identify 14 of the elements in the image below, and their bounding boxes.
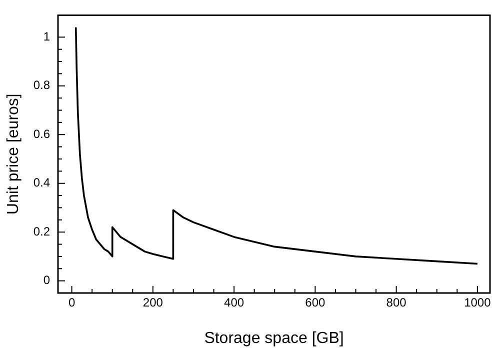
y-tick-label: 0.8 bbox=[33, 78, 50, 92]
x-tick-label: 1000 bbox=[464, 296, 492, 310]
x-tick-label: 200 bbox=[142, 296, 164, 310]
x-tick-label: 600 bbox=[305, 296, 326, 310]
y-tick-label: 0.4 bbox=[33, 176, 50, 190]
x-axis-title: Storage space [GB] bbox=[204, 330, 344, 347]
y-axis-title: Unit price [euros] bbox=[5, 94, 22, 215]
x-tick-label: 800 bbox=[386, 296, 407, 310]
y-tick-label: 1 bbox=[43, 29, 50, 44]
y-tick-label: 0 bbox=[43, 273, 50, 288]
y-tick-label: 0.6 bbox=[33, 126, 50, 141]
x-tick-label: 400 bbox=[224, 296, 244, 310]
x-tick-label: 0 bbox=[68, 296, 76, 310]
y-tick-label: 0.2 bbox=[33, 224, 50, 238]
